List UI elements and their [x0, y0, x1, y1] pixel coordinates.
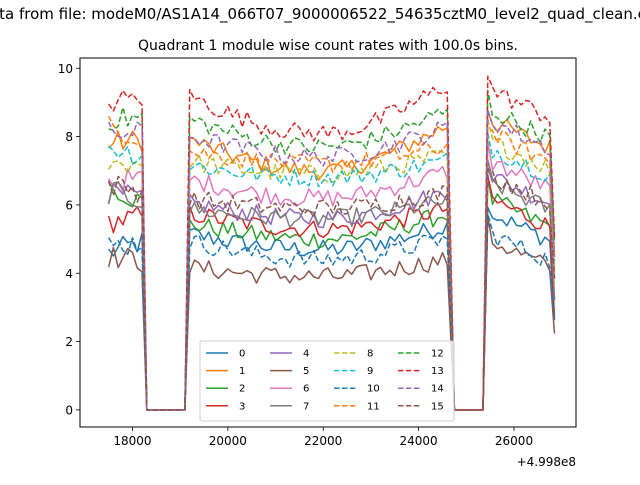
legend-label-12: 12: [431, 349, 444, 360]
legend-label-2: 2: [239, 384, 245, 395]
x-tick-label: 24000: [400, 434, 438, 448]
y-tick-label: 2: [65, 335, 73, 349]
y-tick-label: 8: [65, 130, 73, 144]
legend-label-5: 5: [303, 366, 309, 377]
y-tick-label: 4: [65, 267, 73, 281]
chart-title: Quadrant 1 module wise count rates with …: [138, 38, 518, 54]
chart-suptitle: Data from file: modeM0/AS1A14_066T07_900…: [0, 5, 640, 24]
series-line-15: [107, 168, 556, 411]
x-tick-label: 20000: [209, 434, 247, 448]
legend-label-6: 6: [303, 384, 309, 395]
legend-label-3: 3: [239, 401, 245, 412]
legend-label-13: 13: [431, 366, 444, 377]
plot-lines-group: [107, 75, 556, 411]
legend-label-8: 8: [367, 349, 373, 360]
legend-label-14: 14: [431, 384, 444, 395]
x-axis: 18000 20000 22000 24000 26000: [113, 427, 533, 448]
legend-box: [199, 340, 455, 422]
series-line-13: [107, 75, 556, 411]
x-offset-label: +4.998e8: [517, 455, 576, 469]
y-tick-label: 0: [65, 403, 73, 417]
legend-label-7: 7: [303, 401, 309, 412]
x-tick-label: 22000: [304, 434, 342, 448]
y-tick-label: 6: [65, 198, 73, 212]
y-tick-label: 10: [58, 62, 73, 76]
y-axis: 0 2 4 6 8 10: [58, 62, 80, 417]
legend-label-9: 9: [367, 366, 373, 377]
plot-frame: [79, 57, 577, 428]
legend-label-11: 11: [367, 401, 380, 412]
x-tick-label: 26000: [495, 434, 533, 448]
legend-label-0: 0: [239, 349, 245, 360]
x-tick-label: 18000: [113, 434, 151, 448]
legend-label-10: 10: [367, 384, 380, 395]
legend-label-4: 4: [303, 349, 309, 360]
legend-label-1: 1: [239, 366, 245, 377]
legend-label-15: 15: [431, 401, 444, 412]
